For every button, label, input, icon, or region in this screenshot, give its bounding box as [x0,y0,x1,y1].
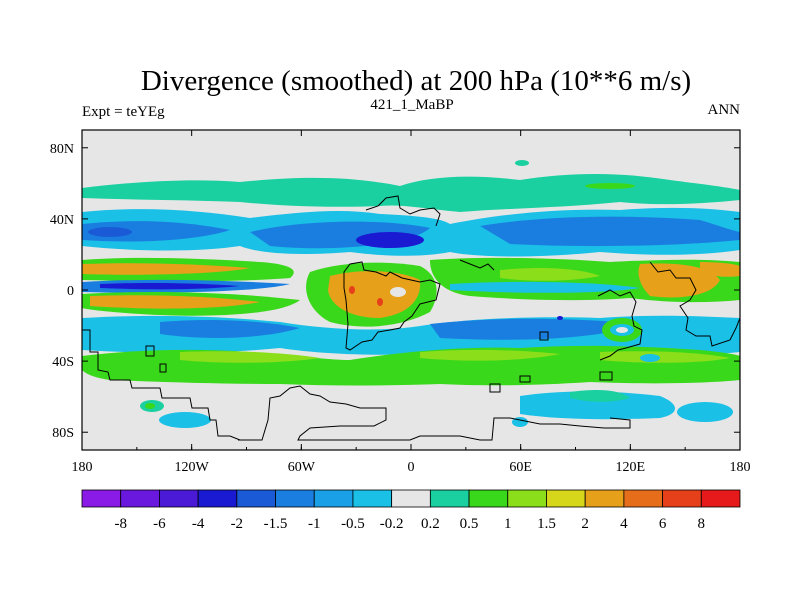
contour-region [328,271,421,318]
contour-region [570,390,630,402]
colorbar-swatch [313,489,354,508]
contour-region [100,282,240,290]
colorbar-swatch [352,489,393,508]
x-tick-label: 180 [730,460,751,475]
contour-region [82,263,250,275]
colorbar-swatch [546,489,586,508]
contour-region [640,354,660,362]
colorbar-swatch [159,489,199,508]
contour-region [390,287,406,297]
contour-region [88,227,132,237]
coastline [82,329,241,441]
coastline [519,375,531,383]
colorbar-swatch [197,489,238,508]
colorbar-label: 8 [698,516,706,532]
contour-region [557,316,563,320]
coastline [599,371,613,381]
contour-region [700,262,740,277]
colorbar-swatch [429,489,470,508]
map-plot-area [81,129,741,451]
contour-region [430,318,640,340]
contour-region [356,232,424,248]
coastlines [82,195,740,441]
colorbar-swatch [81,489,122,508]
colorbar-label: 1 [504,516,512,532]
y-tick-label: 80S [52,426,74,441]
contour-region [480,216,740,247]
colorbar-label: -2 [231,516,244,532]
contour-region [90,295,260,309]
colorbar-swatch [275,489,315,508]
coastline [489,383,501,393]
axis-ticks: 180 120W 60W 0 60E 120E 180 80N 40N 0 40S 80S [50,130,751,475]
coastline [159,363,167,373]
colorbar-label: -4 [192,516,205,532]
colorbar-label: -1.5 [264,516,288,532]
colorbar-swatch [391,489,431,508]
colorbar-label: 6 [659,516,667,532]
colorbar-label: -8 [114,516,127,532]
experiment-label: Expt = teYEg [82,104,165,120]
contour-region [677,402,733,422]
contour-region [180,351,320,363]
colorbar-swatch [623,489,663,508]
colorbar-swatch [700,489,741,508]
contour-region [450,281,640,293]
coastline [459,259,495,271]
colorbar: -8 -6 -4 -2 -1.5 -1 -0.5 -0.2 0.2 0.5 1 1.5 2 4 6 8 [81,489,741,532]
contour-region [377,298,383,306]
coastline [343,261,441,351]
colorbar-label: -6 [153,516,166,532]
colorbar-label: -0.5 [341,516,365,532]
contour-region [500,268,600,281]
colorbar-swatch [236,489,276,508]
colorbar-swatch [468,489,509,508]
coastline [365,195,441,227]
coastline [539,331,549,341]
coastline [597,289,643,361]
colorbar-swatch [584,489,625,508]
colorbar-swatch [507,489,547,508]
colorbar-label: 0.5 [460,516,479,532]
colorbar-label: 1.5 [537,516,556,532]
contour-region [420,349,560,361]
x-tick-label: 60W [288,460,316,475]
y-tick-label: 0 [67,284,74,299]
y-tick-label: 80N [50,142,74,157]
contour-region [616,327,628,333]
colorbar-swatch [120,489,160,508]
contour-region [159,412,211,428]
contour-region [82,174,740,212]
season-label: ANN [708,102,741,118]
x-tick-label: 120W [175,460,210,475]
contour-region [520,391,675,420]
colorbar-label: 0.2 [421,516,440,532]
colorbar-label: -1 [308,516,321,532]
coastline [238,385,631,441]
coastline [145,345,155,357]
contour-region [600,351,730,363]
chart-title: Divergence (smoothed) at 200 hPa (10**6 … [141,65,691,97]
contour-region [585,183,635,189]
divergence-contours [82,160,740,428]
y-tick-label: 40S [52,355,74,370]
contour-region [160,320,300,338]
coastline [649,261,740,347]
x-tick-label: 120E [616,460,646,475]
colorbar-label: -0.2 [380,516,404,532]
colorbar-label: 4 [620,516,628,532]
y-tick-label: 40N [50,213,74,228]
x-tick-label: 180 [72,460,93,475]
contour-region [349,286,355,294]
contour-region [515,160,529,166]
case-label: 421_1_MaBP [370,97,453,113]
contour-region [145,403,155,409]
colorbar-label: 2 [581,516,589,532]
x-tick-label: 0 [408,460,415,475]
colorbar-swatch [662,489,702,508]
x-tick-label: 60E [509,460,532,475]
